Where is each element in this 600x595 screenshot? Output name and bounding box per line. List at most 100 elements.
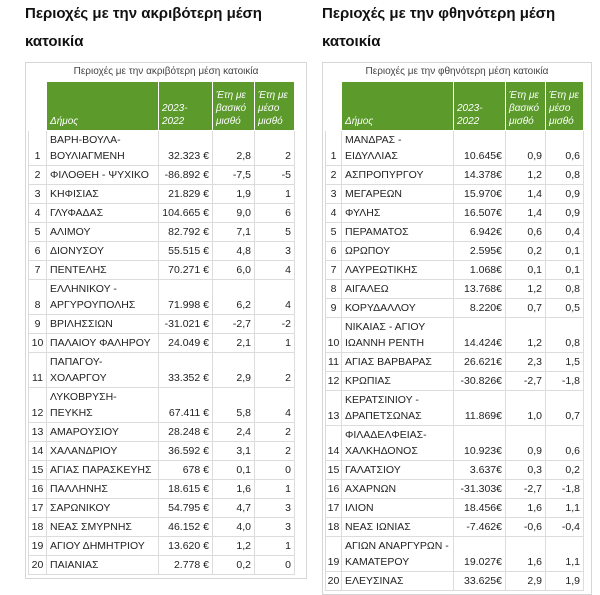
cell-value: 3 xyxy=(254,517,295,537)
municipality: ΑΜΑΡΟΥΣΙΟΥ xyxy=(46,422,159,442)
cell-value: 6 xyxy=(254,203,295,223)
row-number: 12 xyxy=(325,371,342,391)
cell-value: 1,2 xyxy=(505,317,546,353)
municipality: ΙΛΙΟΝ xyxy=(341,498,454,518)
municipality: ΚΟΡΥΔΑΛΛΟΥ xyxy=(341,298,454,318)
cell-value: -30.826€ xyxy=(453,371,506,391)
cell-value: 0,7 xyxy=(545,390,584,426)
column-header: Δήμος xyxy=(341,81,454,131)
row-number: 17 xyxy=(325,498,342,518)
cell-value: 1,6 xyxy=(212,479,255,499)
cell-value: 1 xyxy=(254,333,295,353)
cell-value: 104.665 € xyxy=(158,203,213,223)
cell-value: 28.248 € xyxy=(158,422,213,442)
municipality: ΛΑΥΡΕΩΤΙΚΗΣ xyxy=(341,260,454,280)
table-row: 18 ΝΕΑΣ ΙΩΝΙΑΣ -7.462€ -0,6 -0,4 xyxy=(325,517,584,537)
municipality: ΚΕΡΑΤΣΙΝΙΟΥ - ΔΡΑΠΕΤΣΩΝΑΣ xyxy=(341,390,454,426)
row-number: 2 xyxy=(325,165,342,185)
table-row: 2 ΑΣΠΡΟΠΥΡΓΟΥ 14.378€ 1,2 0,8 xyxy=(325,165,584,185)
table-row: 12 ΛΥΚΟΒΡΥΣΗ-ΠΕΥΚΗΣ 67.411 €5,8 4 xyxy=(28,387,295,423)
table-row: 14 ΧΑΛΑΝΔΡΙΟΥ 36.592 €3,1 2 xyxy=(28,441,295,461)
cell-value: 6,2 xyxy=(212,279,255,315)
municipality: ΜΕΓΑΡΕΩΝ xyxy=(341,184,454,204)
cell-value: 1 xyxy=(254,536,295,556)
cell-value: 2 xyxy=(254,441,295,461)
table-row: 5 ΠΕΡΑΜΑΤΟΣ 6.942€ 0,6 0,4 xyxy=(325,222,584,242)
municipality: ΜΑΝΔΡΑΣ - ΕΙΔΥΛΛΙΑΣ xyxy=(341,130,454,166)
cell-value: 9,0 xyxy=(212,203,255,223)
cell-value: 71.998 € xyxy=(158,279,213,315)
row-number: 3 xyxy=(325,184,342,204)
municipality: ΠΑΛΑΙΟΥ ΦΑΛΗΡΟΥ xyxy=(46,333,159,353)
cell-value: 82.792 € xyxy=(158,222,213,242)
table-row: 1 ΜΑΝΔΡΑΣ - ΕΙΔΥΛΛΙΑΣ 10.645€ 0,9 0,6 xyxy=(325,130,584,166)
row-number: 9 xyxy=(325,298,342,318)
column-header: Δήμος xyxy=(46,81,159,131)
row-number: 16 xyxy=(325,479,342,499)
municipality: ΑΙΓΑΛΕΩ xyxy=(341,279,454,299)
row-number: 18 xyxy=(325,517,342,537)
row-number: 17 xyxy=(28,498,47,518)
cell-value: 4,8 xyxy=(212,241,255,261)
table-row: 8 ΑΙΓΑΛΕΩ 13.768€ 1,2 0,8 xyxy=(325,279,584,299)
municipality: ΒΑΡΗ-ΒΟΥΛΑ-ΒΟΥΛΙΑΓΜΕΝΗ xyxy=(46,130,159,166)
row-number: 6 xyxy=(325,241,342,261)
cell-value: 0,8 xyxy=(545,279,584,299)
cell-value: 1,9 xyxy=(545,571,584,591)
table-row: 20 ΕΛΕΥΣΙΝΑΣ 33.625€ 2,9 1,9 xyxy=(325,571,584,591)
cell-value: 1,4 xyxy=(505,203,546,223)
cell-value: 4,0 xyxy=(212,517,255,537)
row-number: 2 xyxy=(28,165,47,185)
table-row: 13 ΑΜΑΡΟΥΣΙΟΥ 28.248 €2,4 2 xyxy=(28,422,295,442)
cell-value: -2 xyxy=(254,314,295,334)
panel-title: Περιοχές με την φθηνότερη μέση κατοικία xyxy=(322,5,556,50)
cell-value: 8.220€ xyxy=(453,298,506,318)
cell-value: -0,4 xyxy=(545,517,584,537)
municipality: ΔΙΟΝΥΣΟΥ xyxy=(46,241,159,261)
row-number: 1 xyxy=(28,130,47,166)
cell-value: -31.021 € xyxy=(158,314,213,334)
cell-value: 15.970€ xyxy=(453,184,506,204)
column-header: Έτη με μέσο μισθό xyxy=(254,81,295,131)
table-row: 15 ΓΑΛΑΤΣΙΟΥ 3.637€ 0,3 0,2 xyxy=(325,460,584,480)
cell-value: 2 xyxy=(254,422,295,442)
cell-value: 0 xyxy=(254,555,295,575)
cell-value: 32.323 € xyxy=(158,130,213,166)
row-number: 12 xyxy=(28,387,47,423)
row-number: 15 xyxy=(28,460,47,480)
cell-value: -2,7 xyxy=(212,314,255,334)
cell-value: 13.768€ xyxy=(453,279,506,299)
row-number: 18 xyxy=(28,517,47,537)
table-row: 7 ΛΑΥΡΕΩΤΙΚΗΣ 1.068€ 0,1 0,1 xyxy=(325,260,584,280)
header-blank xyxy=(28,81,47,131)
table-row: 12 ΚΡΩΠΙΑΣ -30.826€ -2,7 -1,8 xyxy=(325,371,584,391)
row-number: 19 xyxy=(28,536,47,556)
cell-value: -86.892 € xyxy=(158,165,213,185)
municipality: ΝΙΚΑΙΑΣ - ΑΓΙΟΥ ΙΩΑΝΝΗ ΡΕΝΤΗ xyxy=(341,317,454,353)
table-row: 7 ΠΕΝΤΕΛΗΣ 70.271 €6,0 4 xyxy=(28,260,295,280)
cell-value: 55.515 € xyxy=(158,241,213,261)
table-row: 9 ΚΟΡΥΔΑΛΛΟΥ 8.220€ 0,7 0,5 xyxy=(325,298,584,318)
cell-value: 70.271 € xyxy=(158,260,213,280)
cell-value: -0,6 xyxy=(505,517,546,537)
row-number: 11 xyxy=(325,352,342,372)
cell-value: 2 xyxy=(254,130,295,166)
cell-value: 21.829 € xyxy=(158,184,213,204)
table-row: 19 ΑΓΙΟΥ ΔΗΜΗΤΡΙΟΥ 13.620 €1,2 1 xyxy=(28,536,295,556)
cell-value: 10.645€ xyxy=(453,130,506,166)
row-number: 7 xyxy=(28,260,47,280)
cell-value: 2,9 xyxy=(505,571,546,591)
table-row: 16 ΠΑΛΛΗΝΗΣ 18.615 €1,6 1 xyxy=(28,479,295,499)
cell-value: 0,6 xyxy=(505,222,546,242)
table-row: 13 ΚΕΡΑΤΣΙΝΙΟΥ - ΔΡΑΠΕΤΣΩΝΑΣ 11.869€ 1,0 0,7 xyxy=(325,390,584,426)
table-row: 20 ΠΑΙΑΝΙΑΣ 2.778 €0,2 0 xyxy=(28,555,295,575)
row-number: 6 xyxy=(28,241,47,261)
municipality: ΠΑΙΑΝΙΑΣ xyxy=(46,555,159,575)
row-number: 10 xyxy=(325,317,342,353)
cell-value: 1,6 xyxy=(505,536,546,572)
cell-value: 0,1 xyxy=(212,460,255,480)
municipality: ΒΡΙΛΗΣΣΙΩΝ xyxy=(46,314,159,334)
municipality: ΝΕΑΣ ΣΜΥΡΝΗΣ xyxy=(46,517,159,537)
cell-value: 3 xyxy=(254,498,295,518)
cell-value: 3.637€ xyxy=(453,460,506,480)
